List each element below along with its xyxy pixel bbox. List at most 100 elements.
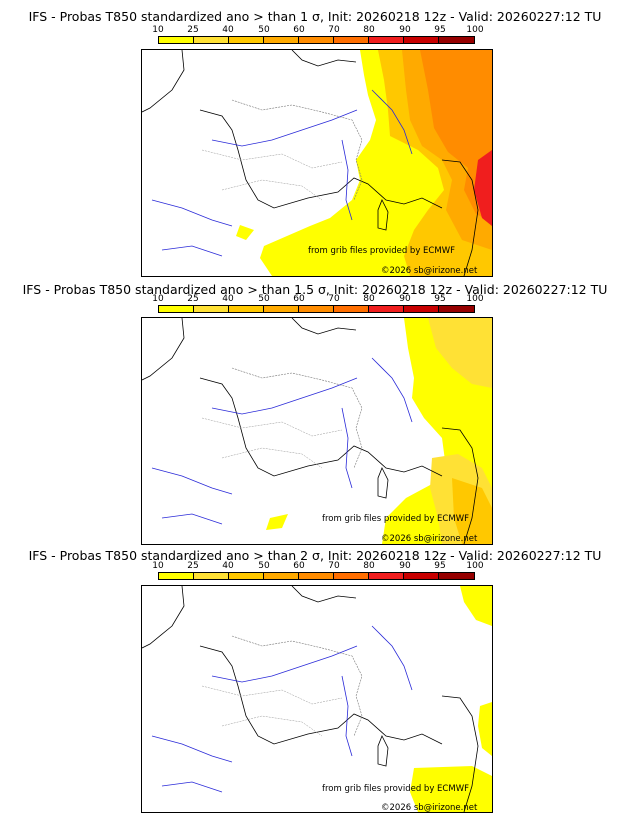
colorbar-tick: 60: [293, 294, 305, 304]
panel-3-copyright: ©2026 sb@irizone.net: [381, 803, 478, 813]
colorbar-segment: [264, 573, 300, 579]
colorbar-tick: 25: [187, 561, 199, 571]
panel-2-map: [141, 317, 493, 545]
colorbar-segment: [404, 573, 440, 579]
coastline: [441, 695, 479, 812]
colorbar-segment: [264, 37, 300, 43]
coastline: [199, 377, 443, 477]
river: [371, 89, 413, 155]
coastline: [199, 109, 443, 209]
coastline: [142, 586, 185, 649]
coastline: [199, 645, 443, 745]
colorbar-segment: [159, 306, 194, 312]
coastline: [291, 586, 357, 603]
prob-area-10-small: [266, 514, 288, 530]
border-line: [201, 149, 343, 169]
colorbar-segment: [228, 573, 265, 579]
colorbar-segment: [368, 306, 405, 312]
colorbar-segment: [368, 37, 405, 43]
colorbar-segment: [299, 306, 334, 312]
colorbar-tick: 100: [466, 294, 484, 304]
colorbar-tick: 80: [363, 294, 375, 304]
panel-1-map: [141, 49, 493, 277]
prob-area-25: [428, 318, 492, 388]
prob-area-10: [460, 586, 492, 626]
colorbar-tick: 70: [328, 25, 340, 35]
colorbar-segment: [299, 37, 334, 43]
panel-2-copyright: ©2026 sb@irizone.net: [381, 534, 478, 544]
panel-2-source-credit: from grib files provided by ECMWF: [322, 514, 469, 524]
colorbar-segment: [439, 306, 475, 312]
river: [371, 357, 413, 423]
colorbar-tick: 25: [187, 25, 199, 35]
colorbar-segment: [439, 573, 475, 579]
colorbar-tick: 60: [293, 561, 305, 571]
panel-3-source-credit: from grib files provided by ECMWF: [322, 784, 469, 794]
island-coastline: [377, 735, 389, 767]
panel-1-title: IFS - Probas T850 standardized ano > tha…: [28, 9, 602, 24]
colorbar-segment: [193, 573, 229, 579]
river: [341, 675, 353, 757]
panel-1-source-credit: from grib files provided by ECMWF: [308, 246, 455, 256]
colorbar-segment: [159, 573, 194, 579]
colorbar-segment: [368, 573, 405, 579]
coastline: [441, 427, 479, 544]
panel-3-colorbar: 10 25 40 50 60 70 80 90 95 100: [152, 561, 484, 583]
river: [341, 139, 353, 221]
colorbar-tick: 95: [434, 25, 446, 35]
colorbar-segment: [404, 306, 440, 312]
river: [161, 245, 223, 257]
border-line: [221, 179, 323, 201]
border-line: [201, 417, 343, 437]
colorbar-tick: 50: [258, 561, 270, 571]
colorbar-segment: [193, 37, 229, 43]
colorbar-tick: 40: [222, 561, 234, 571]
colorbar-tick: 60: [293, 25, 305, 35]
colorbar-segment: [228, 37, 265, 43]
colorbar-tick: 40: [222, 294, 234, 304]
panel-1-colorbar: 10 25 40 50 60 70 80 90 95 100: [152, 25, 484, 47]
colorbar-tick: 80: [363, 25, 375, 35]
panel-2-title: IFS - Probas T850 standardized ano > tha…: [22, 282, 608, 297]
border-line: [231, 367, 363, 469]
river: [161, 781, 223, 793]
river: [151, 199, 233, 227]
island-coastline: [377, 199, 389, 231]
border-line: [221, 715, 323, 737]
river: [211, 109, 358, 147]
panel-1-copyright: ©2026 sb@irizone.net: [381, 266, 478, 276]
probability-field-map: [142, 50, 492, 276]
panel-3-map: [141, 585, 493, 813]
colorbar-segment: [439, 37, 475, 43]
prob-area-80: [474, 150, 492, 226]
river: [151, 467, 233, 495]
colorbar-segment: [264, 306, 300, 312]
colorbar-tick: 90: [399, 25, 411, 35]
colorbar-segment: [193, 306, 229, 312]
border-line: [231, 99, 363, 201]
colorbar-tick: 50: [258, 25, 270, 35]
colorbar-tick: 100: [466, 25, 484, 35]
colorbar-segment: [404, 37, 440, 43]
colorbar-segment: [333, 306, 369, 312]
colorbar-tick: 70: [328, 294, 340, 304]
colorbar-tick: 70: [328, 561, 340, 571]
colorbar-tick: 80: [363, 561, 375, 571]
river: [211, 645, 358, 683]
prob-area-40: [452, 478, 492, 544]
border-line: [221, 447, 323, 469]
colorbar-segment: [333, 37, 369, 43]
coastline: [291, 318, 357, 335]
river: [161, 513, 223, 525]
prob-area-10-small: [236, 225, 254, 240]
probability-field-map: [142, 586, 492, 812]
prob-area-10: [478, 702, 492, 756]
colorbar-tick: 90: [399, 561, 411, 571]
river: [151, 735, 233, 763]
prob-area-10: [410, 766, 492, 812]
panel-3-title: IFS - Probas T850 standardized ano > tha…: [28, 548, 602, 563]
colorbar-segment: [299, 573, 334, 579]
prob-area-60: [420, 50, 492, 222]
coastline: [441, 159, 479, 276]
island-coastline: [377, 467, 389, 499]
